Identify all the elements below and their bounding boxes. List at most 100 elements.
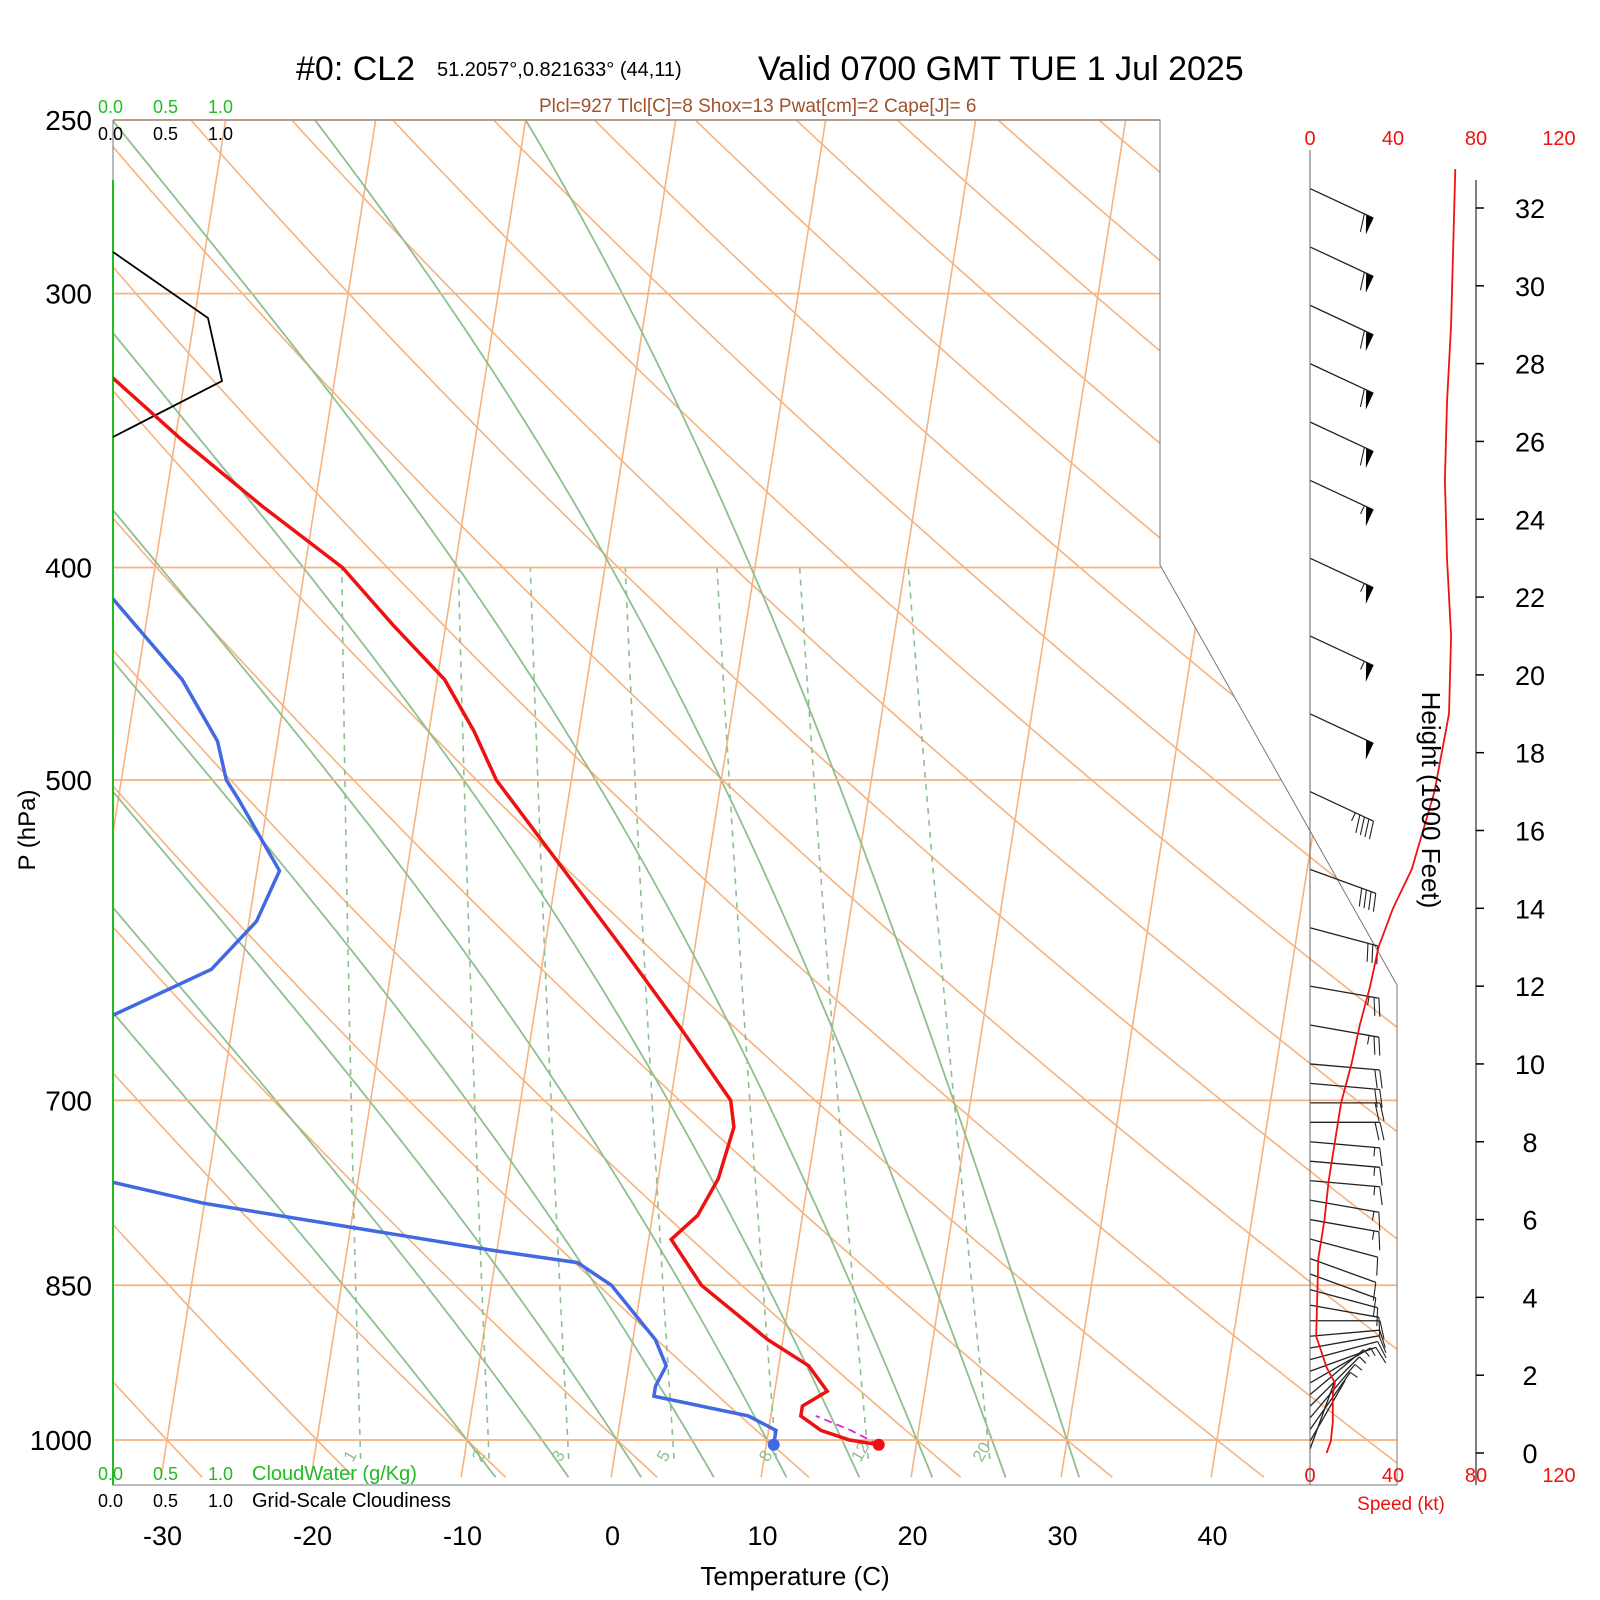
cloudiness-profile	[112, 251, 224, 438]
height-tick-label: 6	[1522, 1206, 1537, 1236]
wind-barb	[1309, 1180, 1383, 1206]
wind-barb-half-feather	[1371, 1211, 1375, 1221]
plot-frame	[112, 119, 1398, 1486]
wind-barb-staff	[1309, 246, 1374, 278]
height-tick-label: 20	[1515, 661, 1545, 691]
dry-adiabat-line	[654, 120, 1397, 1478]
wind-barb-feather	[1374, 1122, 1380, 1141]
temperature-line	[113, 174, 879, 1447]
wind-barb-staff	[1309, 304, 1374, 336]
height-tick-label: 26	[1515, 427, 1545, 457]
wind-barb	[1309, 1347, 1376, 1384]
wind-barb-staff	[1309, 1180, 1380, 1188]
wind-barb-staff	[1309, 1363, 1356, 1419]
height-tick-label: 22	[1515, 583, 1545, 613]
wind-barb	[1309, 635, 1374, 682]
sounding	[113, 174, 885, 1451]
wind-barb-flag	[1365, 389, 1374, 410]
cloudiness-tick: 0.0	[98, 124, 123, 144]
pressure-tick-label: 700	[45, 1085, 92, 1116]
wind-barb-staff	[1309, 1218, 1380, 1233]
height-tick-label: 14	[1515, 894, 1545, 924]
wind-barb-feather	[1374, 1088, 1378, 1108]
moist-adiabat-line	[113, 120, 934, 1478]
wind-barb-feather	[1359, 447, 1365, 466]
wind-barb-flag	[1365, 662, 1374, 682]
height-tick-label: 10	[1515, 1050, 1545, 1080]
wind-barb-staff	[1309, 1288, 1378, 1309]
wind-barb	[1309, 1257, 1377, 1301]
wind-barb-flag	[1365, 506, 1374, 527]
temperature-tick-label: -20	[293, 1521, 332, 1551]
wind-barb-staff	[1309, 363, 1374, 394]
mixing-ratio-label: 3	[548, 1447, 569, 1465]
temperature-tick-label: 20	[898, 1521, 928, 1551]
cloudiness-label: Grid-Scale Cloudiness	[252, 1490, 451, 1512]
wind-barb-half-feather	[1360, 505, 1365, 515]
moist-adiabat-line	[501, 120, 1081, 1478]
wind-barb-staff	[1309, 791, 1374, 822]
wind-barb-feather	[1359, 816, 1365, 836]
wind-barb-feather	[1379, 1147, 1383, 1167]
surface-dewpoint-marker	[767, 1438, 780, 1451]
wind-barb-feather	[1366, 943, 1369, 962]
dry-adiabat-line	[113, 120, 1113, 1478]
wind-barb-staff	[1309, 479, 1374, 511]
wind-barb-feather	[1379, 1102, 1385, 1121]
surface-temperature-marker	[872, 1438, 885, 1451]
pressure-tick-label: 250	[45, 105, 92, 136]
wind-barb-feather	[1378, 1037, 1381, 1056]
mixing-ratio-label: 5	[653, 1447, 674, 1465]
wind-barb-feather	[1373, 1036, 1376, 1055]
dry-adiabat-line	[113, 120, 1265, 1478]
wind-barb	[1309, 421, 1374, 468]
wind-barb	[1309, 557, 1374, 605]
speed-tick-label: 80	[1465, 1465, 1487, 1487]
wind-barb	[1309, 1363, 1363, 1419]
wind-barb-half-feather	[1366, 1035, 1370, 1045]
mixing-ratio-line	[798, 567, 870, 1459]
temperature-tick-label: 0	[605, 1521, 620, 1551]
wind-barb	[1309, 479, 1374, 527]
moist-adiabat-line	[113, 120, 715, 1478]
wind-barb-half-feather	[1366, 996, 1370, 1006]
dry-adiabat-line	[113, 120, 355, 1478]
dry-adiabat-line	[156, 120, 1397, 1478]
moist-adiabat-line	[113, 120, 643, 1478]
y-axis-label: P (hPa)	[14, 790, 41, 871]
x-axis-label: Temperature (C)	[700, 1561, 889, 1591]
wind-barb-feather	[1379, 1320, 1385, 1339]
height-axis-label: Height (1000 Feet)	[1416, 692, 1446, 909]
wind-barb	[1309, 1288, 1379, 1327]
speed-tick-label: 120	[1542, 1465, 1575, 1487]
wind-barb-half-feather	[1371, 1230, 1375, 1240]
dry-adiabat-line	[113, 120, 962, 1478]
moist-adiabat-line	[113, 120, 788, 1478]
mixing-ratio-line	[457, 567, 490, 1459]
pressure-tick-label: 300	[45, 279, 92, 310]
speed-axis-label: Speed (kt)	[1357, 1494, 1445, 1515]
wind-barb-staff	[1309, 557, 1374, 589]
wind-barb-staff	[1309, 1199, 1380, 1213]
wind-barb-feather	[1377, 1341, 1387, 1359]
valid-time-title: Valid 0700 GMT TUE 1 Jul 2025	[758, 50, 1244, 88]
height-tick-label: 18	[1515, 739, 1545, 769]
wind-barb-half-feather	[1373, 1166, 1376, 1176]
speed-tick-label: 40	[1382, 1465, 1404, 1487]
wind-barb-feather	[1378, 1317, 1381, 1336]
wind-barb-feather	[1379, 1122, 1385, 1141]
stability-indices: Plcl=927 Tlcl[C]=8 Shox=13 Pwat[cm]=2 Ca…	[539, 96, 976, 117]
wind-barb	[1310, 1320, 1385, 1339]
wind-barb-feather	[1372, 1297, 1377, 1317]
wind-barb-feather	[1359, 388, 1365, 408]
wind-barb-feather	[1355, 814, 1361, 833]
dry-adiabat-line	[113, 120, 1397, 1478]
wind-barb-feather	[1378, 998, 1381, 1017]
mixing-ratio-line	[716, 567, 777, 1459]
dry-adiabat-line	[113, 120, 1397, 1478]
wind-barb	[1309, 1335, 1387, 1354]
wind-barb-feather	[1378, 1212, 1381, 1231]
pressure-tick-label: 1000	[30, 1425, 92, 1456]
moist-adiabats	[113, 120, 1081, 1478]
